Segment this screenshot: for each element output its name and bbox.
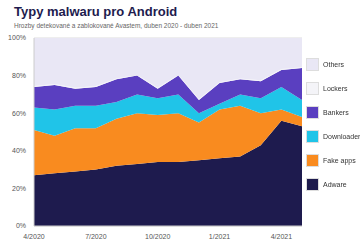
- html-text:Others: Others: [323, 60, 344, 68]
- svg-text:0%: 0%: [16, 222, 26, 229]
- html-text:Adware: Adware: [323, 180, 347, 188]
- html-text:Lockers: Lockers: [323, 84, 348, 92]
- html-text:Bankers: Bankers: [323, 108, 349, 116]
- svg-text:80%: 80%: [12, 72, 26, 79]
- svg-text:4/2020: 4/2020: [23, 233, 45, 240]
- svg-text:20%: 20%: [12, 185, 26, 192]
- svg-text:40%: 40%: [12, 147, 26, 154]
- html-text:Fake apps: Fake apps: [323, 156, 356, 164]
- svg-text:100%: 100%: [8, 34, 26, 41]
- svg-text:4/2021: 4/2021: [271, 233, 293, 240]
- html-text:Typy malwaru pro Android: Typy malwaru pro Android: [14, 4, 178, 19]
- svg-text:1/2021: 1/2021: [209, 233, 231, 240]
- html-text:Hrozby detekované a zablokovan: Hrozby detekované a zablokované Avastem,…: [14, 22, 219, 29]
- svg-text:10/2020: 10/2020: [145, 233, 170, 240]
- svg-text:7/2020: 7/2020: [85, 233, 107, 240]
- svg-text:60%: 60%: [12, 110, 26, 117]
